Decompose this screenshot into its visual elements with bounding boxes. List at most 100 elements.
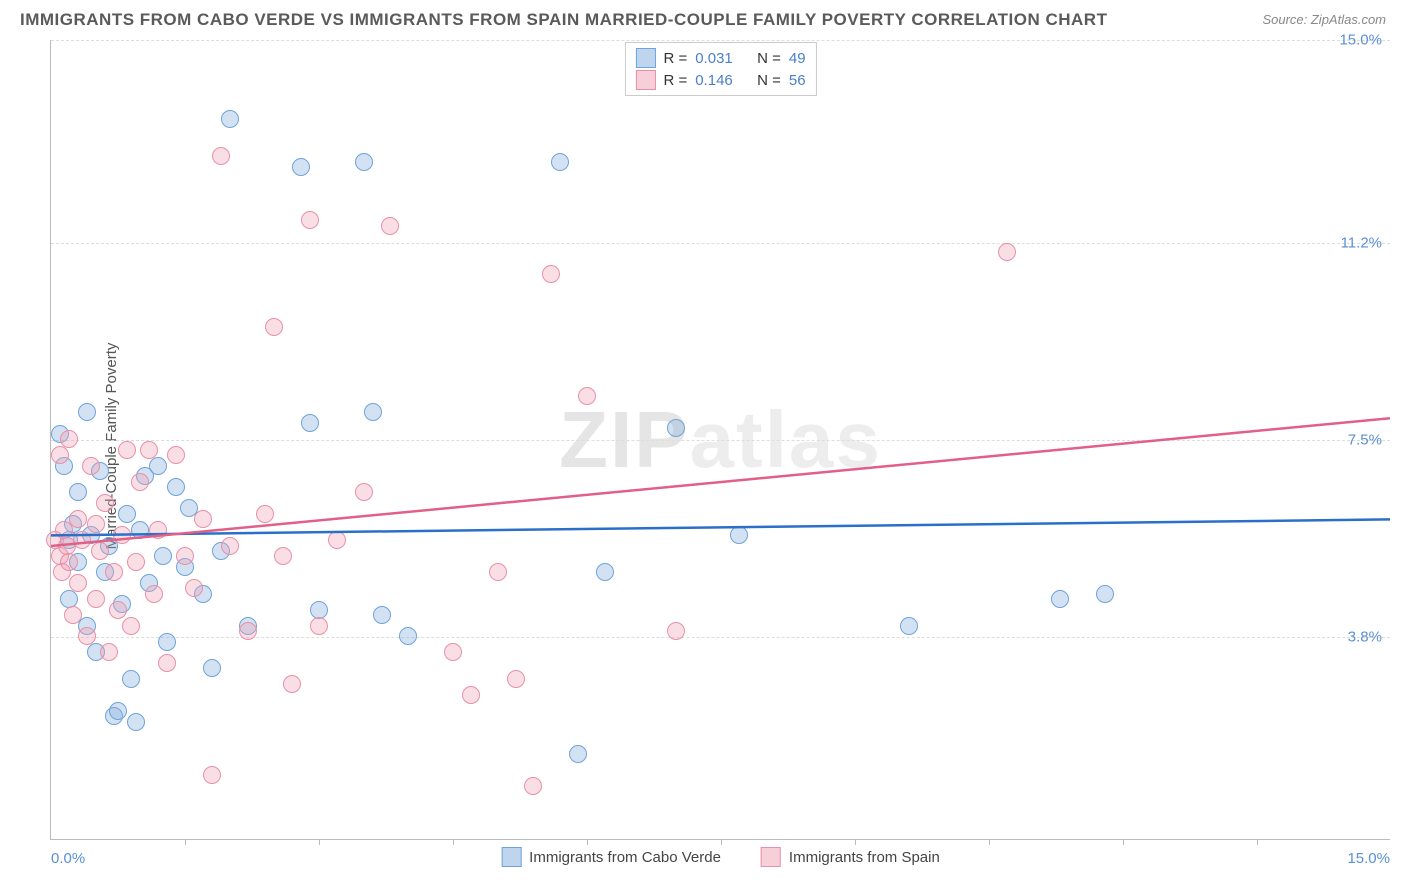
data-point	[578, 387, 596, 405]
x-max-label: 15.0%	[1347, 850, 1390, 867]
data-point	[221, 537, 239, 555]
legend-swatch-pink	[635, 70, 655, 90]
data-point	[381, 217, 399, 235]
data-point	[364, 403, 382, 421]
data-point	[998, 243, 1016, 261]
data-point	[310, 617, 328, 635]
data-point	[185, 579, 203, 597]
source-attribution: Source: ZipAtlas.com	[1262, 12, 1386, 27]
data-point	[256, 505, 274, 523]
chart-title: IMMIGRANTS FROM CABO VERDE VS IMMIGRANTS…	[20, 10, 1107, 30]
data-point	[355, 153, 373, 171]
gridline	[51, 40, 1390, 41]
y-tick-label: 11.2%	[1341, 234, 1382, 251]
data-point	[462, 686, 480, 704]
data-point	[140, 441, 158, 459]
legend-label: Immigrants from Cabo Verde	[529, 849, 721, 866]
data-point	[373, 606, 391, 624]
x-tick	[587, 839, 588, 845]
data-point	[203, 659, 221, 677]
data-point	[145, 585, 163, 603]
data-point	[292, 158, 310, 176]
data-point	[194, 510, 212, 528]
x-min-label: 0.0%	[51, 850, 85, 867]
plot-area: ZIPatlas 3.8%7.5%11.2%15.0% 0.0% 15.0% R…	[50, 40, 1390, 840]
data-point	[158, 633, 176, 651]
data-point	[551, 153, 569, 171]
data-point	[127, 713, 145, 731]
data-point	[221, 110, 239, 128]
data-point	[301, 211, 319, 229]
data-point	[154, 547, 172, 565]
data-point	[131, 473, 149, 491]
data-point	[489, 563, 507, 581]
x-tick	[721, 839, 722, 845]
data-point	[176, 547, 194, 565]
data-point	[64, 606, 82, 624]
correlation-legend: R = 0.031 N = 49 R = 0.146 N = 56	[624, 42, 816, 96]
data-point	[355, 483, 373, 501]
data-point	[265, 318, 283, 336]
data-point	[167, 478, 185, 496]
data-point	[1051, 590, 1069, 608]
data-point	[60, 553, 78, 571]
data-point	[730, 526, 748, 544]
data-point	[399, 627, 417, 645]
data-point	[203, 766, 221, 784]
data-point	[158, 654, 176, 672]
data-point	[569, 745, 587, 763]
y-tick-label: 7.5%	[1348, 432, 1382, 449]
data-point	[596, 563, 614, 581]
data-point	[69, 510, 87, 528]
data-point	[122, 617, 140, 635]
data-point	[274, 547, 292, 565]
data-point	[328, 531, 346, 549]
data-point	[78, 403, 96, 421]
data-point	[118, 505, 136, 523]
data-point	[667, 419, 685, 437]
data-point	[113, 526, 131, 544]
data-point	[524, 777, 542, 795]
y-tick-label: 15.0%	[1339, 32, 1382, 49]
data-point	[105, 563, 123, 581]
data-point	[69, 483, 87, 501]
x-tick	[855, 839, 856, 845]
data-point	[51, 446, 69, 464]
data-point	[507, 670, 525, 688]
x-tick	[989, 839, 990, 845]
data-point	[283, 675, 301, 693]
data-point	[60, 430, 78, 448]
legend-swatch-blue	[635, 48, 655, 68]
data-point	[444, 643, 462, 661]
data-point	[149, 457, 167, 475]
data-point	[301, 414, 319, 432]
data-point	[167, 446, 185, 464]
data-point	[91, 542, 109, 560]
data-point	[87, 515, 105, 533]
x-tick	[453, 839, 454, 845]
trend-line	[51, 418, 1390, 546]
data-point	[78, 627, 96, 645]
x-tick	[1123, 839, 1124, 845]
legend-swatch-blue	[501, 847, 521, 867]
x-tick	[319, 839, 320, 845]
data-point	[109, 601, 127, 619]
x-tick	[185, 839, 186, 845]
data-point	[100, 643, 118, 661]
data-point	[1096, 585, 1114, 603]
data-point	[149, 521, 167, 539]
legend-label: Immigrants from Spain	[789, 849, 940, 866]
data-point	[667, 622, 685, 640]
trend-line	[51, 519, 1390, 535]
y-tick-label: 3.8%	[1348, 629, 1382, 646]
data-point	[69, 574, 87, 592]
data-point	[82, 457, 100, 475]
data-point	[96, 494, 114, 512]
x-tick	[1257, 839, 1258, 845]
data-point	[131, 521, 149, 539]
data-point	[212, 147, 230, 165]
data-point	[239, 622, 257, 640]
legend-swatch-pink	[761, 847, 781, 867]
data-point	[73, 531, 91, 549]
data-point	[109, 702, 127, 720]
